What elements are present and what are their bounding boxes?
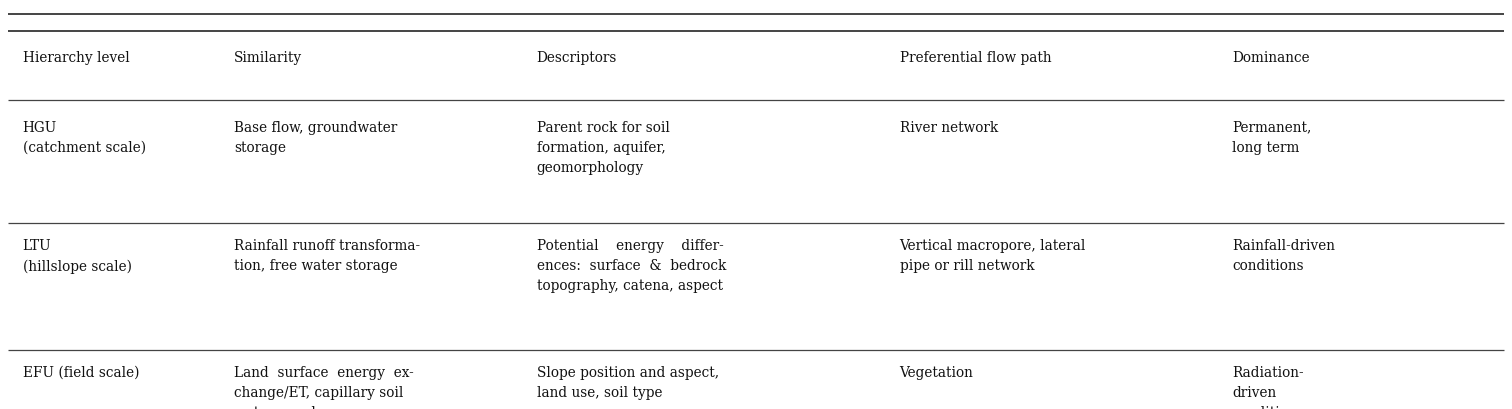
Text: LTU
(hillslope scale): LTU (hillslope scale) xyxy=(23,239,132,274)
Text: EFU (field scale): EFU (field scale) xyxy=(23,366,139,380)
Text: Land  surface  energy  ex-
change/ET, capillary soil
water supply: Land surface energy ex- change/ET, capil… xyxy=(234,366,414,409)
Text: River network: River network xyxy=(900,121,998,135)
Text: Vegetation: Vegetation xyxy=(900,366,974,380)
Text: Similarity: Similarity xyxy=(234,51,302,65)
Text: Parent rock for soil
formation, aquifer,
geomorphology: Parent rock for soil formation, aquifer,… xyxy=(537,121,670,175)
Text: Base flow, groundwater
storage: Base flow, groundwater storage xyxy=(234,121,398,155)
Text: Rainfall runoff transforma-
tion, free water storage: Rainfall runoff transforma- tion, free w… xyxy=(234,239,420,273)
Text: Dominance: Dominance xyxy=(1232,51,1309,65)
Text: Permanent,
long term: Permanent, long term xyxy=(1232,121,1311,155)
Text: Slope position and aspect,
land use, soil type: Slope position and aspect, land use, soi… xyxy=(537,366,718,400)
Text: Descriptors: Descriptors xyxy=(537,51,617,65)
Text: Potential    energy    differ-
ences:  surface  &  bedrock
topography, catena, a: Potential energy differ- ences: surface … xyxy=(537,239,726,293)
Text: Preferential flow path: Preferential flow path xyxy=(900,51,1051,65)
Text: Vertical macropore, lateral
pipe or rill network: Vertical macropore, lateral pipe or rill… xyxy=(900,239,1086,273)
Text: Hierarchy level: Hierarchy level xyxy=(23,51,130,65)
Text: HGU
(catchment scale): HGU (catchment scale) xyxy=(23,121,145,155)
Text: Radiation-
driven
conditions: Radiation- driven conditions xyxy=(1232,366,1303,409)
Text: Rainfall-driven
conditions: Rainfall-driven conditions xyxy=(1232,239,1335,273)
